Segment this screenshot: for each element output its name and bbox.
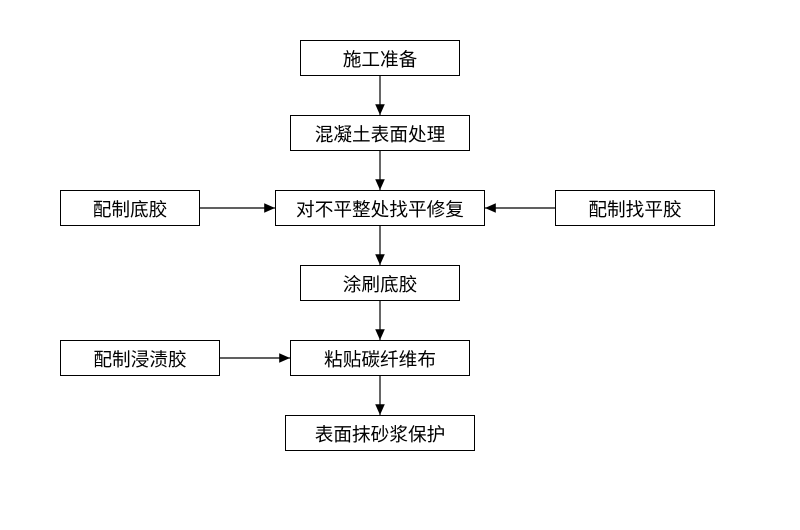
flowchart-node-label: 配制找平胶 (588, 195, 681, 222)
flowchart-node-n4: 配制底胶 (60, 190, 200, 226)
flowchart-node-n5: 配制找平胶 (555, 190, 715, 226)
flowchart-node-n2: 混凝土表面处理 (290, 115, 470, 151)
flowchart-node-label: 粘贴碳纤维布 (324, 345, 436, 372)
flowchart-node-n3: 对不平整处找平修复 (275, 190, 485, 226)
flowchart-node-label: 涂刷底胶 (343, 270, 418, 297)
flowchart-node-label: 配制底胶 (93, 195, 168, 222)
flowchart-node-n9: 表面抹砂浆保护 (285, 415, 475, 451)
flowchart-node-n6: 涂刷底胶 (300, 265, 460, 301)
flowchart-node-label: 配制浸渍胶 (93, 345, 186, 372)
flowchart-node-label: 施工准备 (343, 45, 418, 72)
flowchart-node-n7: 粘贴碳纤维布 (290, 340, 470, 376)
flowchart-node-label: 对不平整处找平修复 (296, 195, 464, 222)
flowchart-canvas: 施工准备混凝土表面处理对不平整处找平修复 配制底胶 配制找平胶涂刷底胶粘贴碳纤维布 配… (0, 0, 800, 530)
flowchart-node-label: 混凝土表面处理 (315, 120, 446, 147)
flowchart-node-label: 表面抹砂浆保护 (315, 420, 446, 447)
flowchart-node-n1: 施工准备 (300, 40, 460, 76)
flowchart-node-n8: 配制浸渍胶 (60, 340, 220, 376)
